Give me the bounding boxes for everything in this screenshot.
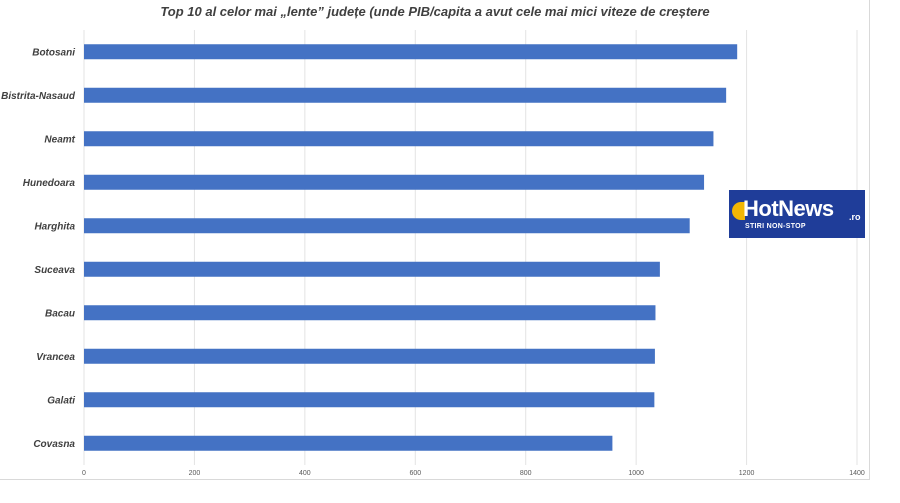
- x-tick-label: 1400: [849, 470, 865, 477]
- x-tick-label: 0: [82, 470, 86, 477]
- x-tick-label: 200: [189, 470, 201, 477]
- x-tick-label: 1200: [739, 470, 755, 477]
- x-tick-label: 600: [409, 470, 421, 477]
- category-label: Botosani: [32, 47, 75, 58]
- bar-bistrita-nasaud: [84, 87, 727, 103]
- bar-vrancea: [84, 348, 655, 364]
- category-label: Harghita: [34, 221, 75, 232]
- x-tick-label: 1000: [628, 470, 644, 477]
- hotnews-logo: HotNews .ro STIRI NON-STOP: [729, 190, 865, 238]
- category-label: Hunedoara: [23, 178, 76, 189]
- category-label: Suceava: [34, 265, 75, 276]
- logo-sun-icon: [732, 202, 745, 220]
- bar-chart: Botosani Bistrita-Nasaud Neamt Hunedoara Har…: [1, 30, 865, 477]
- bar-harghita: [84, 218, 690, 234]
- bar-suceava: [84, 261, 660, 277]
- category-label: Bacau: [45, 308, 75, 319]
- bar-botosani: [84, 44, 738, 60]
- category-label: Neamt: [44, 134, 75, 145]
- bar-neamt: [84, 131, 714, 147]
- category-label: Vrancea: [36, 352, 75, 363]
- bar-bacau: [84, 305, 656, 321]
- logo-suffix-text: .ro: [849, 212, 861, 222]
- logo-main-text: HotNews: [743, 196, 834, 221]
- chart-title: Top 10 al celor mai „lente” județe (unde…: [160, 4, 710, 19]
- x-tick-label: 800: [520, 470, 532, 477]
- bar-galati: [84, 392, 655, 408]
- bar-covasna: [84, 435, 613, 451]
- category-label: Covasna: [33, 439, 75, 450]
- x-tick-label: 400: [299, 470, 311, 477]
- logo-tagline: STIRI NON-STOP: [745, 223, 806, 230]
- category-label: Galati: [47, 395, 75, 406]
- chart-frame: [0, 0, 870, 480]
- category-label: Bistrita-Nasaud: [1, 91, 76, 102]
- bar-hunedoara: [84, 174, 705, 190]
